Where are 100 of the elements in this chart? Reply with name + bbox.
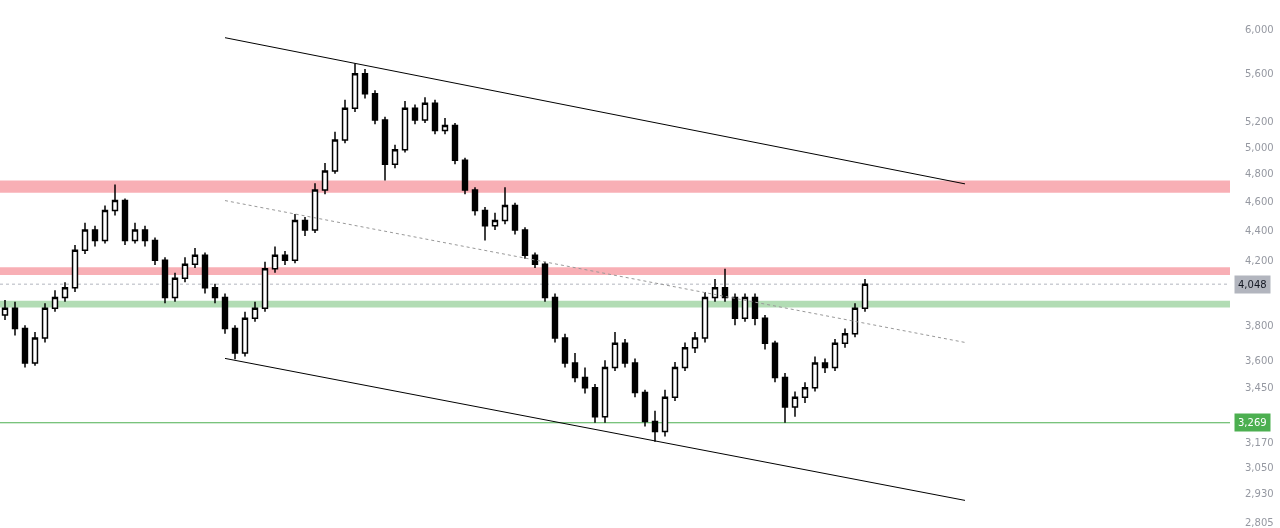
- candlestick: [361, 68, 369, 100]
- candlestick: [661, 388, 669, 438]
- candlestick: [281, 250, 289, 266]
- candlestick: [201, 251, 209, 295]
- candlestick: [791, 390, 799, 418]
- candlestick: [461, 156, 469, 196]
- y-tick-label: 3,050: [1245, 462, 1274, 474]
- candlestick: [451, 122, 459, 166]
- candlestick: [471, 186, 479, 217]
- candlestick: [371, 89, 379, 126]
- candlestick: [81, 222, 89, 255]
- candlestick: [651, 410, 659, 443]
- candlestick: [91, 224, 99, 248]
- candlestick: [271, 245, 279, 274]
- candlestick: [151, 236, 159, 266]
- candlestick: [421, 96, 429, 124]
- candlestick: [731, 292, 739, 326]
- candlestick: [411, 103, 419, 126]
- candlestick: [631, 357, 639, 399]
- candlestick: [781, 372, 789, 424]
- candlestick: [801, 381, 809, 404]
- candlestick: [571, 352, 579, 383]
- candlestick: [161, 256, 169, 305]
- candlestick: [581, 366, 589, 395]
- candlestick: [761, 314, 769, 351]
- candlestick: [491, 211, 499, 231]
- candlestick: [251, 300, 259, 323]
- candlestick: [351, 62, 359, 113]
- candlestick: [341, 98, 349, 145]
- candlestick: [261, 261, 269, 313]
- candlestick: [591, 383, 599, 424]
- candlestick: [541, 261, 549, 303]
- candlestick: [671, 361, 679, 402]
- candlestick: [691, 331, 699, 354]
- candlestick: [101, 204, 109, 245]
- candlestick: [511, 201, 519, 236]
- y-tick-label: 6,000: [1245, 23, 1274, 35]
- ref-line-label: 3,269: [1238, 417, 1267, 428]
- candlestick: [181, 256, 189, 283]
- candlestick: [771, 339, 779, 383]
- y-tick-label: 4,200: [1245, 254, 1274, 266]
- candlestick: [531, 251, 539, 269]
- candlestick: [681, 341, 689, 372]
- y-tick-label: 3,800: [1245, 319, 1274, 331]
- candlestick: [721, 268, 729, 303]
- y-tick-label: 5,200: [1245, 116, 1274, 128]
- candlestick: [21, 324, 29, 369]
- candlestick: [71, 244, 79, 293]
- candlestick: [431, 98, 439, 136]
- candlestick: [41, 302, 49, 344]
- candlestick: [841, 327, 849, 349]
- y-tick-label: 4,400: [1245, 224, 1274, 236]
- y-tick-label: 5,000: [1245, 141, 1274, 153]
- candlestick: [221, 292, 229, 335]
- candlestick: [751, 292, 759, 326]
- candlestick: [171, 271, 179, 303]
- candlestick: [811, 355, 819, 393]
- candlestick: [111, 183, 119, 217]
- candlestick: [401, 100, 409, 154]
- ref-line-label: 4,048: [1238, 279, 1267, 290]
- candlestick: [521, 226, 529, 260]
- candlestick: [331, 131, 339, 175]
- y-tick-label: 2,805: [1245, 516, 1274, 528]
- y-tick-label: 3,450: [1245, 382, 1274, 394]
- candlestick: [141, 224, 149, 248]
- y-tick-label: 2,930: [1245, 488, 1274, 500]
- candlestick: [31, 331, 39, 367]
- candlestick: [561, 332, 569, 369]
- candlestick: [11, 300, 19, 337]
- candlestick: [831, 338, 839, 372]
- candlestick: [701, 291, 709, 344]
- candlestick: [381, 116, 389, 182]
- candlestick: [311, 182, 319, 234]
- candlestick: [741, 292, 749, 323]
- candlestick: [211, 283, 219, 305]
- candlestick: [711, 278, 719, 303]
- y-tick-label: 4,800: [1245, 168, 1274, 180]
- candlestick: [851, 302, 859, 338]
- candlestick: [191, 247, 199, 269]
- candlestick: [441, 117, 449, 136]
- candlestick: [51, 289, 59, 313]
- candlestick: [481, 206, 489, 242]
- candlestick: [501, 186, 509, 225]
- candlestick: [821, 357, 829, 374]
- candlestick: [121, 197, 129, 246]
- candlestick: [601, 359, 609, 424]
- y-tick-label: 3,600: [1245, 354, 1274, 366]
- candlestick: [301, 216, 309, 237]
- candlestick: [321, 162, 329, 196]
- candlestick: [611, 331, 619, 372]
- candlestick: [641, 388, 649, 428]
- y-tick-label: 5,600: [1245, 68, 1274, 80]
- candlestick: [391, 143, 399, 170]
- candlestick: [861, 278, 869, 313]
- candlestick: [61, 281, 69, 303]
- candlestick: [291, 213, 299, 265]
- y-tick-label: 4,600: [1245, 195, 1274, 207]
- candlestick: [551, 292, 559, 344]
- candlestick: [621, 338, 629, 369]
- y-tick-label: 3,170: [1245, 437, 1274, 449]
